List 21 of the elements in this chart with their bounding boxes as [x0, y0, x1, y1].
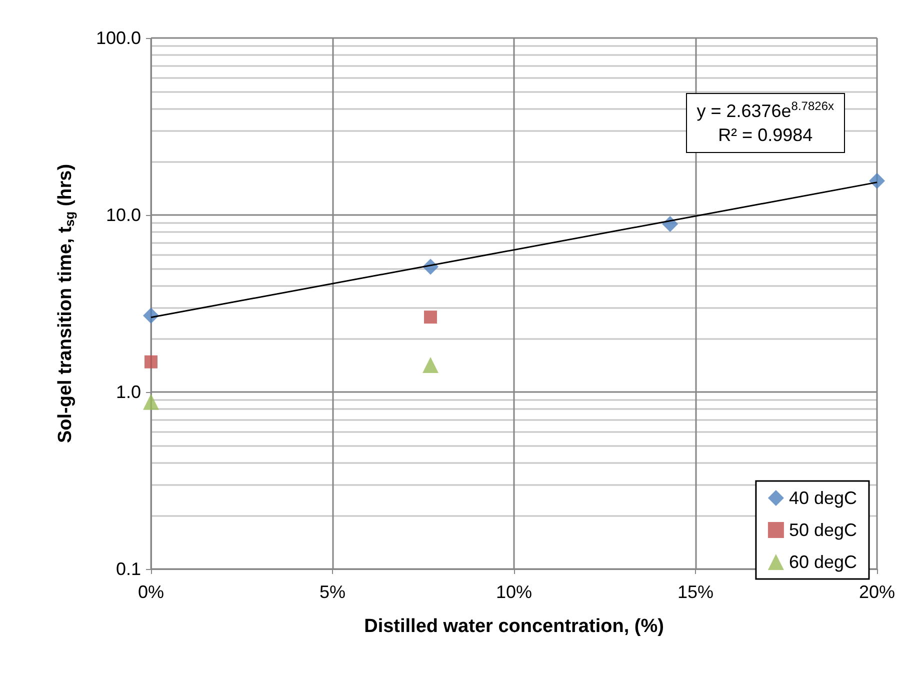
point [422, 357, 439, 374]
y-tick-label: 100.0 [96, 28, 141, 48]
x-axis-title: Distilled water concentration, (%) [364, 616, 664, 637]
y-tick-label: 0.1 [116, 559, 141, 579]
x-tick-label: 0% [138, 582, 164, 602]
point [143, 394, 159, 410]
x-tick-label: 15% [677, 582, 714, 602]
point [144, 355, 158, 368]
legend-label: 50 degC [788, 520, 858, 540]
x-tick-label: 5% [319, 582, 346, 602]
point [143, 308, 159, 324]
equation-box: y = 2.6376e$^{8.7826x}$ R² = 0.9984 [686, 93, 845, 153]
point [424, 310, 438, 324]
y-tick-label: 1.0 [116, 382, 141, 402]
legend-label: 60 degC [788, 552, 858, 572]
y-tick-label: 10.0 [106, 205, 141, 225]
x-tick-label: 10% [496, 582, 532, 602]
point [869, 172, 885, 189]
legend-label: 40 degC [788, 488, 858, 508]
y-axis-title: Sol-gel transition time, tsg (hrs) [55, 164, 77, 444]
x-tick-label: 20% [858, 582, 896, 602]
